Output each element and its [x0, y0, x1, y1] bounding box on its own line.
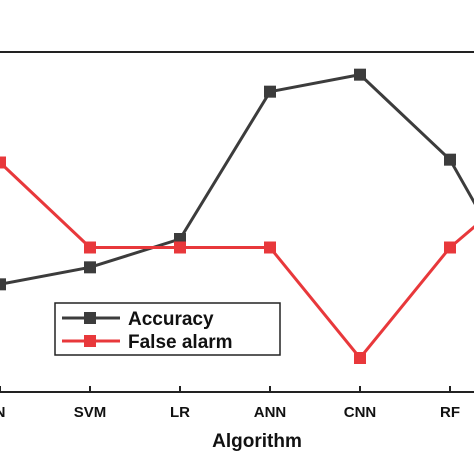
- legend-item: Accuracy: [62, 309, 214, 330]
- data-point-marker: [0, 156, 6, 169]
- x-tick-label: SVM: [74, 404, 107, 421]
- data-point-marker: [0, 278, 6, 291]
- data-point-marker: [84, 241, 96, 254]
- legend-label: False alarm: [128, 332, 233, 353]
- x-tick-layer: N SVM LR ANN CNN RF: [0, 386, 460, 421]
- data-point-marker: [354, 68, 366, 81]
- x-tick-label: RF: [440, 404, 460, 421]
- legend-marker: [84, 312, 96, 324]
- plot-frame: [0, 51, 474, 393]
- series-false-alarm: [0, 156, 474, 364]
- x-tick-label: CNN: [344, 404, 377, 421]
- series-line: [0, 73, 474, 286]
- x-tick-label: LR: [170, 404, 190, 421]
- x-tick-label: N: [0, 404, 5, 421]
- series-layer: [0, 68, 474, 364]
- data-point-marker: [174, 241, 186, 254]
- data-point-marker: [354, 352, 366, 364]
- legend-item: False alarm: [62, 332, 233, 353]
- data-point-marker: [444, 153, 456, 166]
- legend-marker: [84, 335, 96, 347]
- data-point-marker: [84, 261, 96, 274]
- data-point-marker: [264, 85, 276, 98]
- x-axis-title: Algorithm: [212, 431, 302, 452]
- data-point-marker: [264, 241, 276, 254]
- data-point-marker: [444, 241, 456, 254]
- legend-label: Accuracy: [128, 309, 214, 330]
- series-accuracy: [0, 68, 474, 291]
- x-tick-label: ANN: [254, 404, 287, 421]
